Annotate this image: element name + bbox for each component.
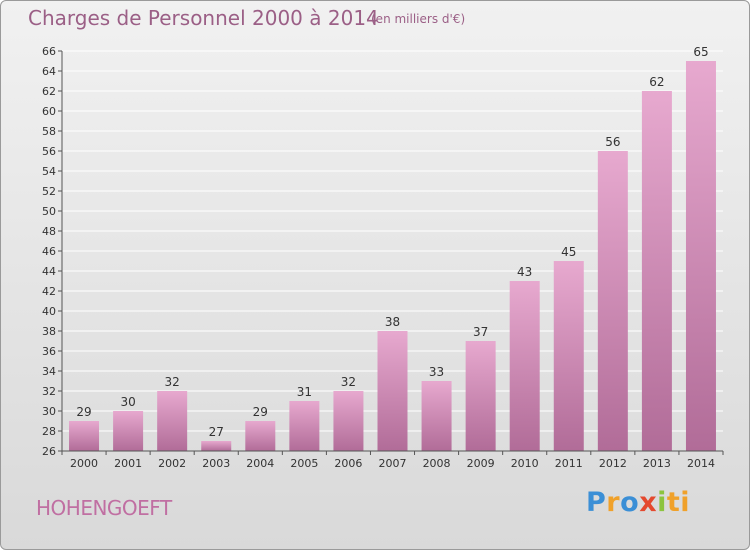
bar [553,261,584,451]
y-tick-label: 48 [42,225,56,238]
bar [333,391,364,451]
logo-letter: ti [666,487,691,518]
y-tick-label: 44 [42,265,56,278]
data-label: 30 [120,395,135,409]
x-tick-label: 2001 [114,457,142,470]
data-label: 32 [165,375,180,389]
y-tick-label: 58 [42,125,56,138]
logo-letter: r [606,487,621,518]
bar [641,91,672,451]
data-label: 29 [253,405,268,419]
data-label: 38 [385,315,400,329]
x-tick-label: 2008 [423,457,451,470]
bar [113,411,144,451]
x-tick-label: 2002 [158,457,186,470]
y-tick-label: 56 [42,145,56,158]
y-tick-label: 36 [42,345,56,358]
x-axis: 2000 2001 2002 2003 2004 2005 2006 2007 2008 2009… [61,450,724,470]
data-label: 62 [649,75,664,89]
x-tick-label: 2007 [379,457,407,470]
x-tick-label: 2013 [643,457,671,470]
logo-letter: i [657,487,667,518]
bar [465,341,496,451]
y-tick-label: 28 [42,425,56,438]
y-tick-label: 26 [42,445,56,458]
bar [509,281,540,451]
y-tick-label: 40 [42,305,56,318]
x-tick-label: 2011 [555,457,583,470]
y-tick-label: 32 [42,385,56,398]
bar [377,331,408,451]
y-tick-label: 66 [42,45,56,58]
data-label: 31 [297,385,312,399]
logo-letter: P [586,487,607,518]
chart-title: Charges de Personnel 2000 à 2014 [28,6,379,30]
data-label: 29 [76,405,91,419]
y-tick-label: 38 [42,325,56,338]
x-tick-label: 2014 [687,457,715,470]
chart-unit-note: (en milliers d'€) [371,12,466,26]
commune-name: HOHENGOEFT [36,496,172,520]
bar [245,421,276,451]
x-tick-label: 2006 [334,457,362,470]
y-tick-label: 60 [42,105,56,118]
x-tick-label: 2012 [599,457,627,470]
bar [685,61,716,451]
x-tick-label: 2000 [70,457,98,470]
data-label: 37 [473,325,488,339]
x-tick-label: 2005 [290,457,318,470]
y-axis: 26 28 30 32 34 36 38 40 42 44 46 48 50 52 54 56 58 60 62 64… [42,45,63,458]
y-tick-label: 46 [42,245,56,258]
data-label: 33 [429,365,444,379]
data-label: 56 [605,135,620,149]
bar [421,381,452,451]
y-tick-label: 52 [42,185,56,198]
bar [69,421,100,451]
y-tick-label: 64 [42,65,56,78]
bar [201,441,232,451]
y-tick-label: 30 [42,405,56,418]
y-tick-label: 42 [42,285,56,298]
data-label: 27 [209,425,224,439]
proxiti-logo: Proxiti [586,487,690,518]
data-label: 45 [561,245,576,259]
data-labels: 29 30 32 27 29 31 32 38 33 37 43 45 56 62 65 [76,45,708,439]
y-tick-label: 34 [42,365,56,378]
x-tick-label: 2003 [202,457,230,470]
y-tick-label: 62 [42,85,56,98]
x-tick-label: 2009 [467,457,495,470]
x-tick-label: 2004 [246,457,274,470]
bar [157,391,188,451]
bars [69,61,716,451]
logo-letter: o [620,487,640,518]
bar [597,151,628,451]
logo-letter: x [639,487,658,518]
y-tick-label: 50 [42,205,56,218]
bar [289,401,320,451]
data-label: 65 [693,45,708,59]
y-tick-label: 54 [42,165,56,178]
x-tick-label: 2010 [511,457,539,470]
data-label: 32 [341,375,356,389]
data-label: 43 [517,265,532,279]
